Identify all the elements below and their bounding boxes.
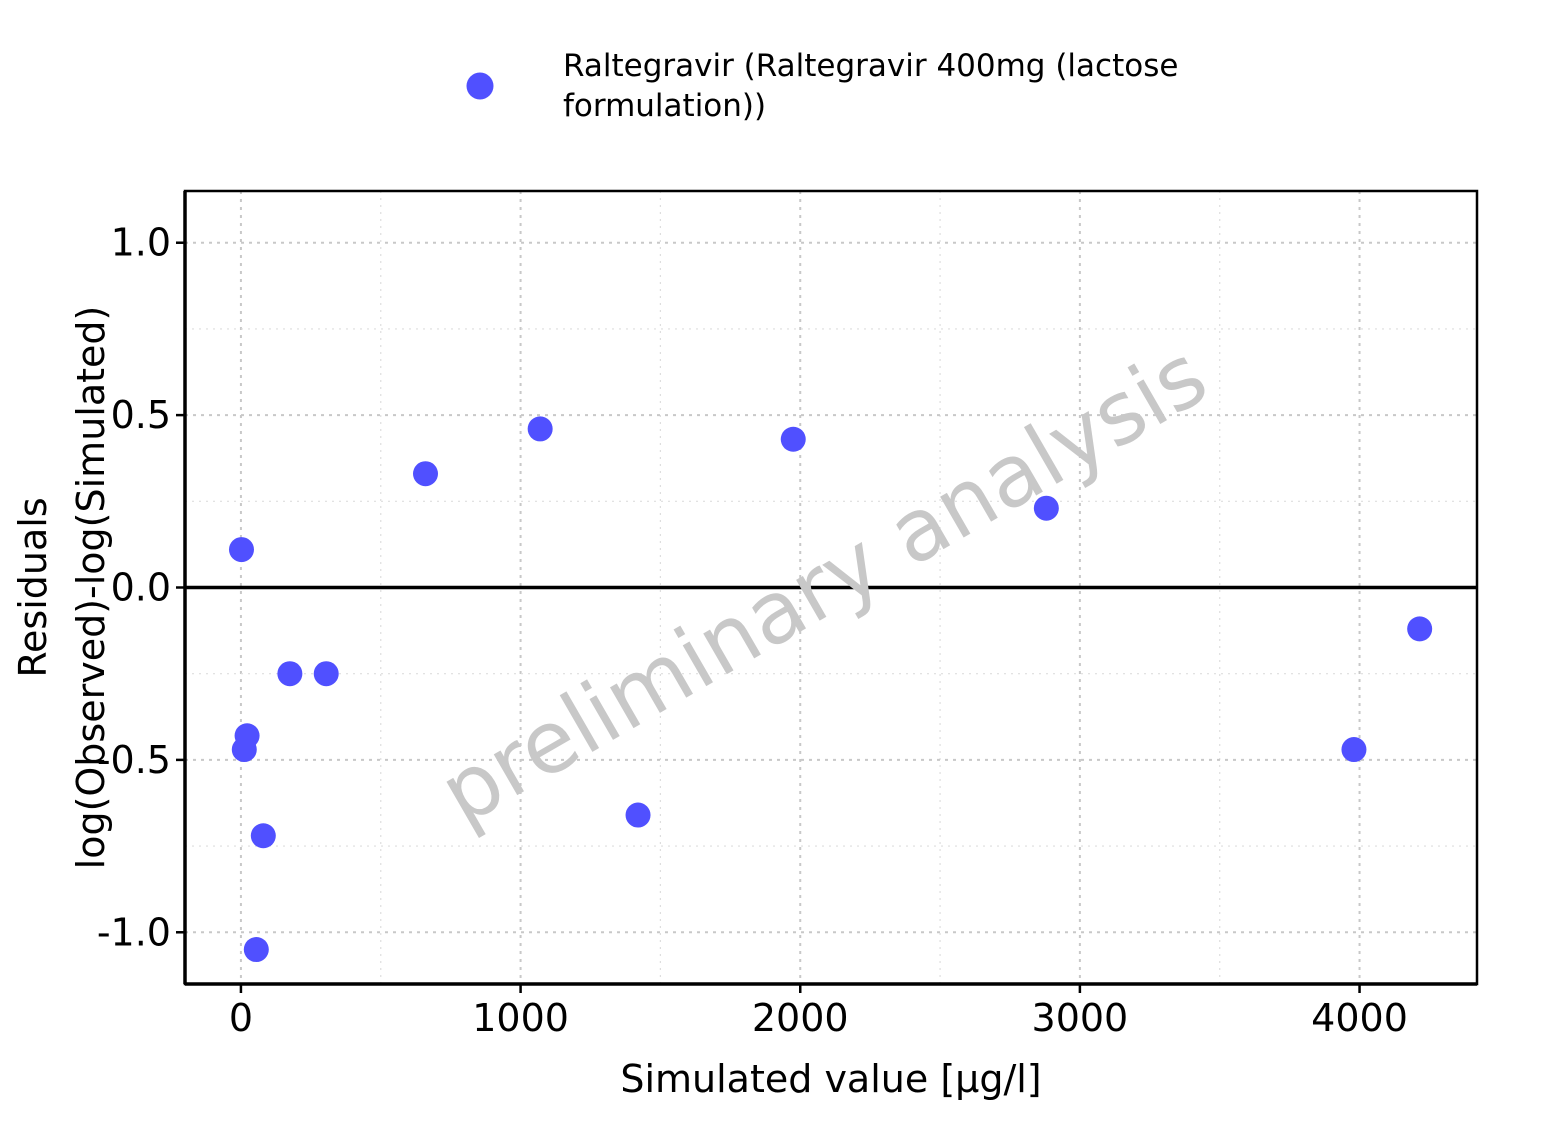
x-tick-label: 2000 xyxy=(752,996,849,1040)
x-tick-label: 1000 xyxy=(472,996,569,1040)
data-point xyxy=(413,461,439,487)
y-tick-label: 0.0 xyxy=(111,566,171,610)
y-axis-ticks: -1.0 -0.5 0.0 0.5 1.0 xyxy=(97,221,185,954)
y-tick-label: 0.5 xyxy=(111,393,171,437)
data-point xyxy=(527,416,553,442)
legend-label-line-2: formulation)) xyxy=(563,88,766,124)
legend-label-line-1: Raltegravir (Raltegravir 400mg (lactose xyxy=(563,48,1178,84)
grid-lines xyxy=(185,191,1477,984)
legend: Raltegravir (Raltegravir 400mg (lactose … xyxy=(466,48,1178,124)
x-axis-title: Simulated value [µg/l] xyxy=(620,1057,1041,1101)
data-point xyxy=(250,823,276,849)
data-points xyxy=(228,416,1433,963)
data-point xyxy=(1407,616,1433,642)
data-point xyxy=(277,661,303,687)
x-tick-label: 3000 xyxy=(1032,996,1129,1040)
x-tick-label: 4000 xyxy=(1311,996,1408,1040)
data-point xyxy=(625,802,651,828)
data-point xyxy=(234,723,260,749)
data-point xyxy=(313,661,339,687)
y-tick-label: 1.0 xyxy=(111,221,171,265)
watermark-group: preliminary analysis xyxy=(424,325,1223,844)
y-tick-label: -0.5 xyxy=(97,738,171,782)
data-point xyxy=(780,426,806,452)
y-axis-title-line-1: Residuals xyxy=(11,497,55,677)
x-axis-ticks: 0 1000 2000 3000 4000 xyxy=(229,984,1408,1040)
watermark-text: preliminary analysis xyxy=(424,325,1223,844)
data-point xyxy=(228,537,254,563)
data-point xyxy=(1033,495,1059,521)
y-tick-label: -1.0 xyxy=(97,910,171,954)
y-axis-title-line-2: log(Observed)-log(Simulated) xyxy=(69,306,113,870)
y-axis-title: Residuals log(Observed)-log(Simulated) xyxy=(11,306,113,870)
x-tick-label: 0 xyxy=(229,996,253,1040)
data-point xyxy=(243,937,269,963)
data-point xyxy=(1341,737,1367,763)
legend-marker xyxy=(466,72,494,100)
